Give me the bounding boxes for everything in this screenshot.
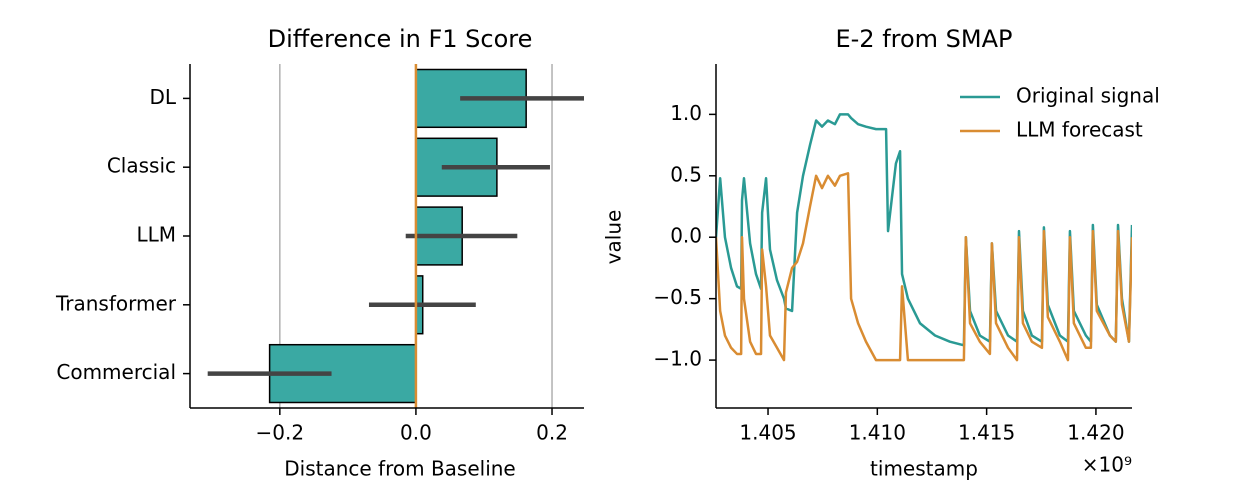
y-tick-label: Commercial — [56, 360, 176, 384]
x-tick-label: 1.410 — [849, 421, 906, 445]
x-axis-label: Distance from Baseline — [284, 457, 516, 481]
chart-title: Difference in F1 Score — [268, 25, 533, 53]
chart-title: E-2 from SMAP — [835, 25, 1012, 53]
y-tick-label: LLM — [136, 223, 176, 247]
y-tick-label: 1.0 — [670, 101, 702, 125]
y-tick-label: −1.0 — [653, 347, 702, 371]
x-tick-label: 0.0 — [400, 421, 432, 445]
y-tick-label: 0.5 — [670, 162, 702, 186]
y-tick-label: −0.5 — [653, 285, 702, 309]
x-tick-label: 1.405 — [739, 421, 796, 445]
y-tick-label: Classic — [107, 154, 176, 178]
line-series — [716, 172, 1132, 362]
x-tick-label: 0.2 — [536, 421, 568, 445]
x-tick-label: −0.2 — [256, 421, 305, 445]
y-tick-label: Transformer — [55, 291, 177, 315]
legend-label: Original signal — [1016, 84, 1160, 108]
legend-label: LLM forecast — [1016, 118, 1143, 142]
y-tick-label: 0.0 — [670, 224, 702, 248]
x-tick-label: 1.420 — [1067, 421, 1124, 445]
y-tick-label: DL — [149, 85, 176, 109]
y-axis-label: value — [602, 210, 626, 265]
x-axis-label: timestamp — [870, 457, 978, 481]
axis-offset: ×10⁹ — [1082, 453, 1132, 477]
x-tick-label: 1.415 — [958, 421, 1015, 445]
